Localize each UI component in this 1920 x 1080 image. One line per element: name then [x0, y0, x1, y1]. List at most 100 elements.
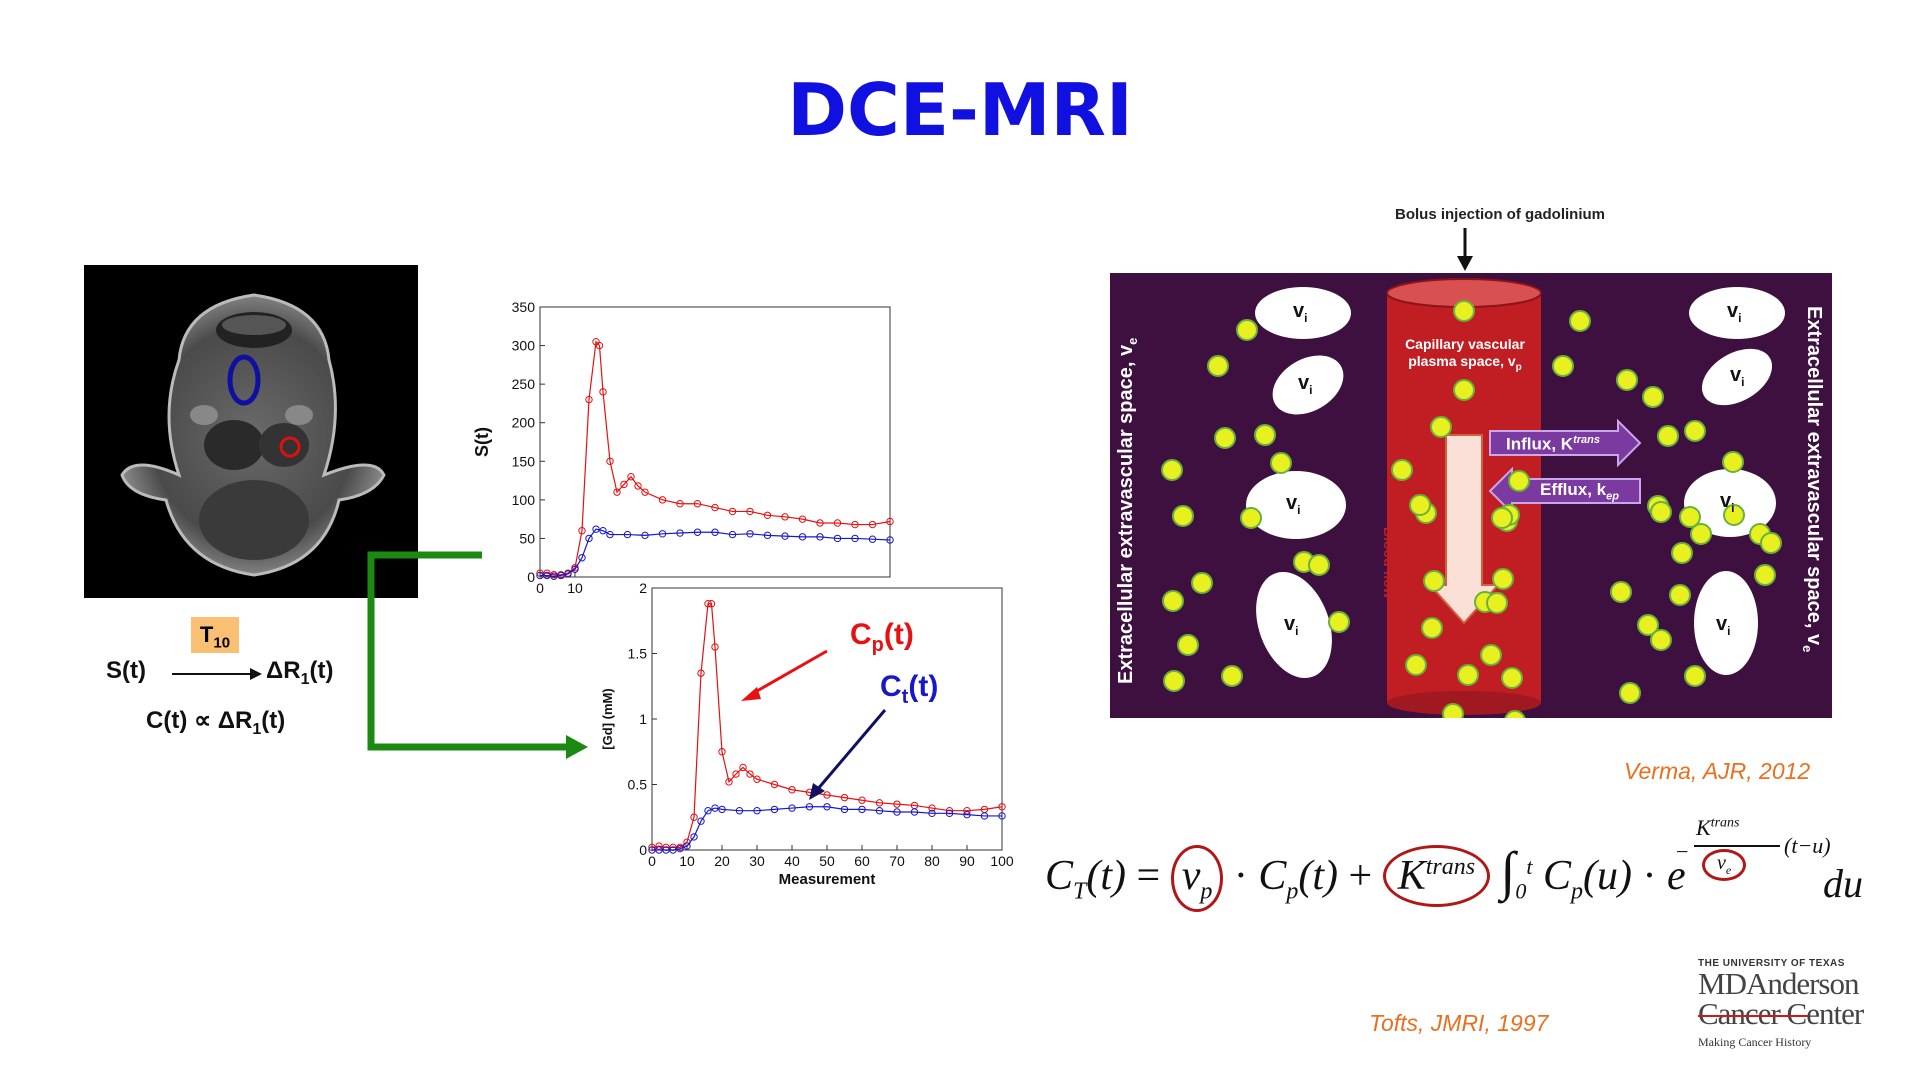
- data-point: [945, 809, 954, 818]
- data-point: [963, 810, 971, 819]
- gd-particle: [1657, 425, 1679, 447]
- y-tick-label: 100: [512, 492, 536, 508]
- t10-box: T10: [191, 617, 239, 653]
- delta-r1-label: ΔR1(t): [266, 657, 334, 688]
- data-point: [858, 805, 866, 814]
- data-point: [788, 786, 796, 794]
- gd-particle: [1207, 355, 1229, 377]
- data-point: [697, 669, 705, 677]
- data-point: [693, 528, 702, 536]
- data-point: [613, 488, 621, 496]
- gd-particle: [1391, 459, 1413, 481]
- gd-particle: [1409, 494, 1431, 516]
- gd-particle: [1690, 523, 1712, 545]
- data-point: [711, 503, 719, 512]
- cell-label: vi: [1286, 492, 1301, 517]
- gd-particle: [1328, 611, 1350, 633]
- gd-particle: [1480, 644, 1502, 666]
- cell: [1684, 469, 1776, 537]
- cell-label: vi: [1730, 364, 1745, 389]
- gd-particle: [1442, 703, 1464, 718]
- data-point: [599, 388, 607, 396]
- y-axis-label: S(t): [472, 427, 492, 457]
- data-point: [536, 569, 544, 577]
- gd-particle: [1423, 570, 1445, 592]
- data-point: [732, 770, 740, 778]
- gd-particle: [1421, 617, 1443, 639]
- cell: [1272, 355, 1344, 415]
- cell: [1689, 287, 1785, 339]
- data-point: [641, 488, 649, 496]
- gd-particle: [1723, 504, 1745, 526]
- gd-particle: [1760, 532, 1782, 554]
- gd-particle: [1308, 554, 1330, 576]
- cell-label: vi: [1284, 613, 1299, 638]
- gd-particle: [1619, 682, 1641, 704]
- data-point: [886, 517, 894, 526]
- data-point: [620, 480, 628, 489]
- gd-particle: [1405, 654, 1427, 676]
- gd-particle: [1270, 452, 1292, 474]
- cell: [1255, 287, 1351, 339]
- ve-highlight: ve: [1702, 849, 1747, 881]
- gd-particle: [1669, 584, 1691, 606]
- gd-particle: [1569, 310, 1591, 332]
- ktrans-highlight: Ktrans: [1382, 845, 1491, 907]
- data-point: [798, 533, 807, 541]
- series-line-blue: [540, 528, 891, 577]
- gd-particle: [1491, 507, 1513, 529]
- data-point: [735, 807, 744, 815]
- data-point: [707, 600, 716, 608]
- mdanderson-logo: THE UNIVERSITY OF TEXAS MDAnderson Cance…: [1698, 958, 1908, 1050]
- tissue-compartment-diagram: [1110, 273, 1832, 718]
- data-point: [868, 535, 877, 543]
- cell-label: vi: [1720, 490, 1735, 515]
- data-point: [693, 500, 702, 508]
- data-point: [550, 572, 558, 580]
- x-axis-label: Measurement: [779, 871, 876, 888]
- x-tick-label: 20: [714, 853, 730, 869]
- gd-particle: [1508, 470, 1530, 492]
- data-point: [746, 507, 754, 516]
- data-point: [746, 770, 754, 778]
- signal-intensity-chart: 0 50 100 150 200 250 300 350 0 10 S(t): [472, 299, 894, 596]
- left-eev-label: Extracellular extravascular space, ve: [1115, 337, 1140, 684]
- x-tick-label: 100: [990, 853, 1014, 869]
- cp-annotation: Cp(t): [850, 618, 914, 656]
- influx-arrow: [1489, 418, 1642, 468]
- data-point: [571, 565, 579, 573]
- data-point: [578, 554, 586, 562]
- tofts-equation: CT(t) = vp · Cp(t) + Ktrans ∫0t Cp(u) · …: [1045, 840, 1686, 913]
- data-point: [998, 812, 1006, 820]
- gd-particle: [1642, 386, 1664, 408]
- data-point: [893, 808, 901, 816]
- data-point: [536, 571, 544, 580]
- data-point: [833, 534, 842, 543]
- data-point: [557, 571, 565, 580]
- cell-label: vi: [1293, 300, 1308, 325]
- gd-particle: [1254, 424, 1276, 446]
- data-point: [788, 804, 796, 812]
- cell: [1694, 571, 1758, 675]
- data-point: [697, 817, 705, 825]
- data-point: [718, 805, 726, 814]
- data-point: [805, 803, 814, 811]
- data-point: [592, 525, 600, 533]
- data-point: [868, 520, 877, 529]
- y-tick-label: 300: [512, 338, 536, 354]
- bolus-arrow: [1457, 228, 1473, 271]
- data-point: [851, 520, 859, 529]
- gd-particle: [1552, 355, 1574, 377]
- data-point: [746, 530, 754, 538]
- mri-head-graphic: [120, 293, 386, 577]
- gd-particle: [1754, 564, 1776, 586]
- y-tick-label: 0: [527, 569, 535, 585]
- data-point: [928, 809, 936, 818]
- data-point: [676, 500, 684, 508]
- data-point: [578, 527, 586, 535]
- gd-particle: [1486, 592, 1508, 614]
- gd-particle: [1650, 501, 1672, 523]
- gd-particle: [1504, 710, 1526, 718]
- data-point: [770, 780, 779, 789]
- data-point: [595, 341, 604, 350]
